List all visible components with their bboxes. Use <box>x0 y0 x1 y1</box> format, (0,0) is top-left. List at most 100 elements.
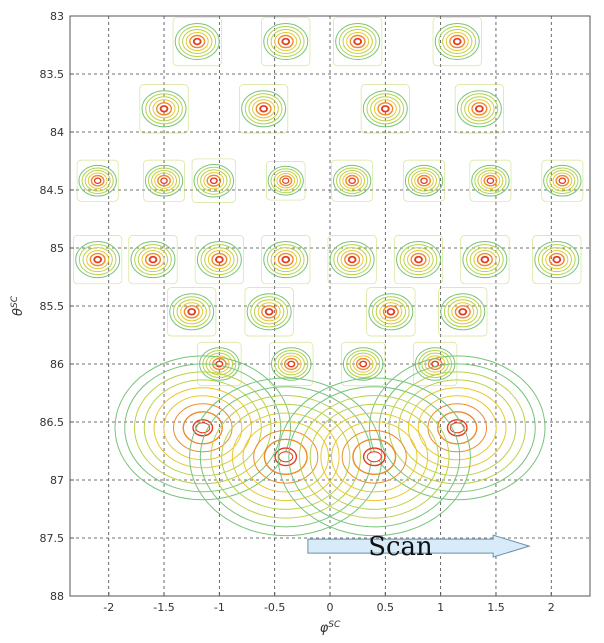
contour-ring <box>276 173 296 189</box>
contour-ring <box>378 363 536 493</box>
contour-ring <box>137 247 169 273</box>
contour-ring <box>473 250 497 270</box>
contour-halo <box>366 287 416 337</box>
contour-peak <box>167 287 217 337</box>
x-tick-label: 1.5 <box>487 601 505 614</box>
contour-core <box>287 361 295 367</box>
contour-halo <box>341 341 386 387</box>
contour-ring <box>252 99 276 119</box>
contour-ring <box>248 96 279 122</box>
contour-peak <box>432 16 482 67</box>
contour-ring <box>440 293 486 331</box>
contour-ring <box>407 167 441 194</box>
contour-ring <box>346 32 370 52</box>
contour-peak <box>277 377 471 537</box>
contour-ring <box>427 357 443 371</box>
contour-ring <box>281 37 291 46</box>
contour-ring <box>193 163 235 198</box>
contour-core <box>193 38 201 45</box>
contour-ring <box>548 252 565 267</box>
scan-arrow <box>307 534 531 558</box>
contour-ring <box>464 96 495 122</box>
contour-ring <box>336 247 368 273</box>
contour-ring <box>375 299 407 325</box>
contour-core <box>260 105 268 112</box>
contour-ring <box>244 93 283 125</box>
contour-ring <box>342 347 384 381</box>
contour-ring <box>469 247 501 273</box>
x-axis-label-symbol: φ <box>320 621 329 636</box>
contour-peak <box>366 287 416 337</box>
contour-core <box>420 177 428 184</box>
contour-ring <box>372 296 410 328</box>
contour-ring <box>399 244 438 276</box>
contour-ring <box>192 419 214 437</box>
contour-halo <box>331 159 374 202</box>
x-tick-label: -0.5 <box>264 601 285 614</box>
contour-core <box>282 177 290 184</box>
contour-ring <box>75 241 121 279</box>
contour-ring <box>145 93 183 125</box>
contour-peak <box>194 235 244 285</box>
contour-ring <box>277 252 294 267</box>
contour-ring <box>445 32 469 52</box>
contour-peak <box>403 159 445 202</box>
contour-ring <box>250 296 288 328</box>
contour-ring <box>196 166 231 195</box>
contour-ring <box>379 302 403 322</box>
contour-ring <box>163 395 243 461</box>
contour-ring <box>270 347 312 381</box>
y-tick-label: 86 <box>50 358 64 371</box>
contour-halo <box>403 159 445 202</box>
contour-halo <box>244 287 294 337</box>
contour-ring <box>279 175 293 187</box>
contour-ring <box>242 421 329 493</box>
contour-ring <box>443 296 482 328</box>
contour-core <box>348 177 356 184</box>
contour-ring <box>253 430 319 484</box>
contour-core <box>387 308 395 315</box>
contour-ring <box>157 174 171 187</box>
contour-ring <box>437 411 478 445</box>
contour-ring <box>298 394 450 519</box>
contour-ring <box>182 28 213 55</box>
contour-peak <box>327 235 377 285</box>
contour-ring <box>172 296 211 328</box>
contour-halo <box>266 161 306 201</box>
contour-ring <box>332 164 372 197</box>
contour-halo <box>167 287 217 337</box>
contour-halo <box>469 159 512 202</box>
contour-ring <box>414 255 423 264</box>
contour-ring <box>471 102 488 116</box>
x-axis-label-superscript: SC <box>328 620 341 630</box>
contour-ring <box>477 169 504 192</box>
contour-ring <box>346 349 381 379</box>
contour-ring <box>270 28 301 55</box>
contour-ring <box>255 102 272 116</box>
contour-ring <box>342 28 373 55</box>
contour-core <box>366 451 382 463</box>
y-tick-label: 83.5 <box>40 68 65 81</box>
contour-ring <box>87 172 108 189</box>
contour-halo <box>541 159 584 202</box>
contour-core <box>354 38 362 45</box>
contour-ring <box>454 305 471 319</box>
contour-core <box>188 308 196 315</box>
contour-ring <box>546 167 579 194</box>
contour-ring <box>362 90 408 128</box>
contour-ring <box>336 167 369 194</box>
contour-ring <box>185 32 209 52</box>
contour-ring <box>200 244 239 276</box>
contour-ring <box>407 387 507 469</box>
contour-peak <box>143 159 185 202</box>
contour-peak <box>139 84 189 134</box>
contour-ring <box>264 308 274 316</box>
contour-halo <box>261 235 311 285</box>
contour-halo <box>269 341 314 387</box>
contour-core <box>265 308 273 315</box>
contour-ring <box>534 241 580 279</box>
contour-ring <box>206 174 222 187</box>
x-tick-label: 0.5 <box>377 601 395 614</box>
contour-ring <box>274 250 298 270</box>
contour-ring <box>329 241 375 279</box>
